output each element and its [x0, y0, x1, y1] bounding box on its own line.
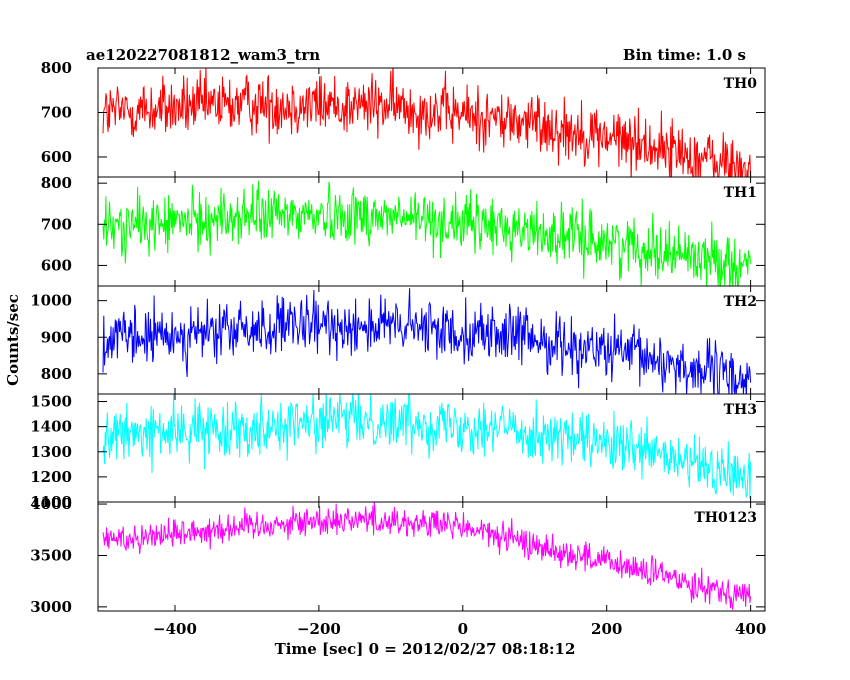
- y-tick-label: 1100: [30, 493, 72, 511]
- panel-th0: 600 700 800 TH0: [41, 59, 766, 178]
- y-tick-label: 700: [41, 103, 72, 121]
- x-axis: −400 −200 0 200 400: [153, 620, 766, 638]
- y-tick-label: 4000: [30, 495, 72, 513]
- y-tick-label: 800: [41, 59, 72, 77]
- y-tick-label: 3000: [30, 598, 72, 616]
- panel-th3: 1100 1200 1300 1400 1500 TH3: [30, 393, 766, 511]
- panel-label: TH1: [724, 185, 757, 201]
- panel-label: TH0: [724, 76, 758, 92]
- panel-th1: 600 700 800 TH1: [41, 174, 766, 287]
- y-tick-label: 1200: [30, 468, 72, 486]
- y-tick-label: 1300: [30, 443, 72, 461]
- x-tick-label: 400: [735, 620, 766, 638]
- panel-frame: [97, 501, 766, 612]
- y-tick-label: 600: [41, 148, 72, 166]
- series-line-th3: [102, 394, 752, 499]
- panels-group: 600 700 800 TH0 600 700 800 TH1 800 900 1000 TH2 110…: [30, 59, 766, 616]
- x-tick-label: −200: [297, 620, 341, 638]
- y-tick-label: 600: [41, 256, 72, 274]
- y-tick-label: 800: [41, 174, 72, 192]
- series-line-th2: [102, 288, 752, 394]
- series-line-th0123: [102, 502, 752, 610]
- panel-label: TH3: [724, 402, 757, 418]
- y-tick-label: 1000: [30, 292, 72, 310]
- panel-th0123: 3000 3500 4000 TH0123: [30, 495, 766, 616]
- x-tick-label: 200: [591, 620, 622, 638]
- bin-time-label: Bin time: 1.0 s: [623, 46, 746, 64]
- y-tick-label: 1500: [30, 393, 72, 411]
- y-tick-label: 800: [41, 365, 72, 383]
- series-line-th0: [102, 68, 752, 177]
- y-tick-label: 1400: [30, 418, 72, 436]
- panel-label: TH2: [724, 294, 757, 310]
- x-axis-label: Time [sec] 0 = 2012/02/27 08:18:12: [275, 640, 576, 658]
- series-line-th1: [102, 180, 752, 286]
- panel-th2: 800 900 1000 TH2: [30, 285, 766, 395]
- y-tick-label: 700: [41, 215, 72, 233]
- y-axis-label: Counts/sec: [4, 294, 22, 386]
- panel-label: TH0123: [694, 510, 757, 526]
- chart-title: ae120227081812_wam3_trn: [86, 46, 320, 64]
- x-tick-label: 0: [458, 620, 468, 638]
- y-tick-label: 900: [41, 328, 72, 346]
- y-tick-label: 3500: [30, 546, 72, 564]
- x-tick-label: −400: [153, 620, 197, 638]
